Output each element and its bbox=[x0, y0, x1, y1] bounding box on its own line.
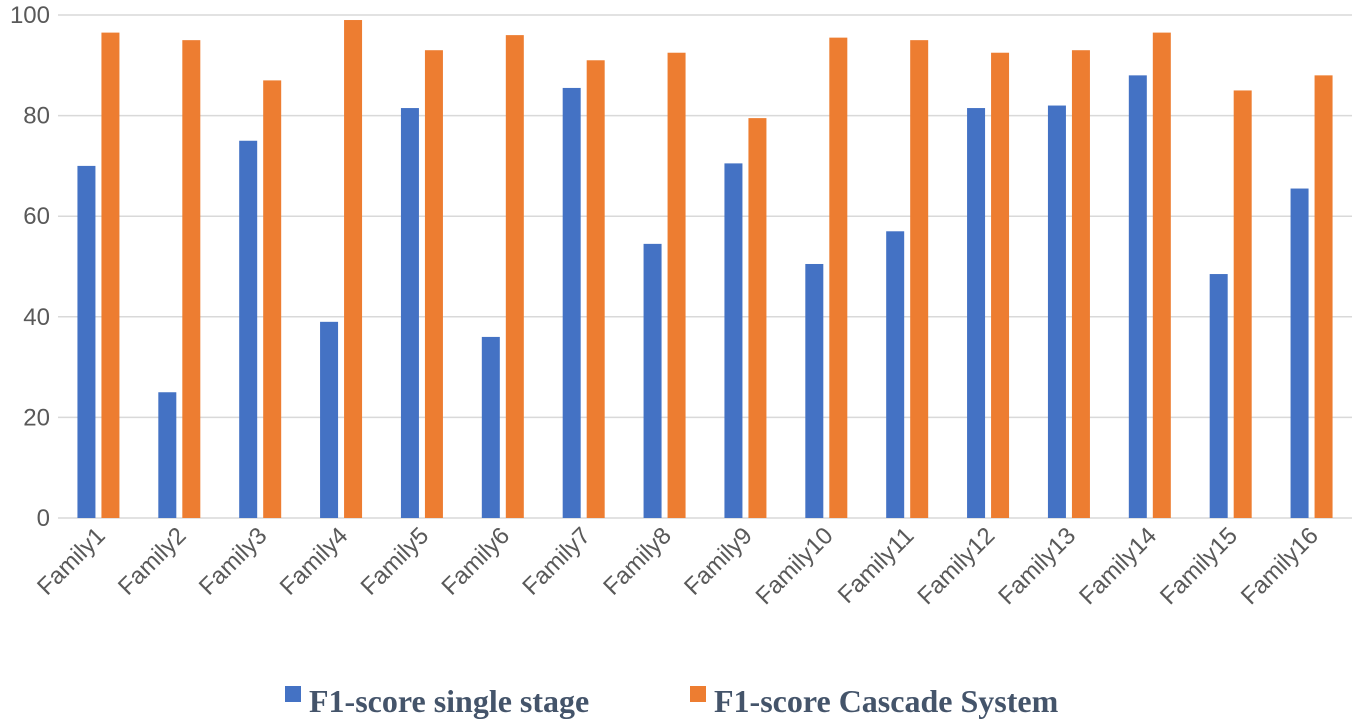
bar-cascade-system bbox=[586, 60, 605, 519]
bar-single-stage bbox=[562, 87, 581, 518]
bar-cascade-system bbox=[991, 52, 1010, 518]
x-category-label: Family8 bbox=[598, 522, 676, 600]
bar-single-stage bbox=[643, 243, 662, 519]
bar-single-stage bbox=[481, 336, 500, 518]
bar-cascade-system bbox=[424, 50, 443, 519]
legend-item: F1-score Cascade System bbox=[690, 683, 1059, 719]
x-category-label: Family2 bbox=[113, 522, 191, 600]
x-category-label: Family13 bbox=[993, 522, 1081, 610]
y-tick-label: 20 bbox=[23, 404, 50, 431]
bar-single-stage bbox=[967, 108, 986, 519]
y-tick-label: 80 bbox=[23, 103, 50, 130]
bar-single-stage bbox=[77, 165, 96, 518]
bar-cascade-system bbox=[1233, 90, 1252, 518]
bar-cascade-system bbox=[1071, 50, 1090, 519]
x-category-label: Family3 bbox=[194, 522, 272, 600]
x-category-label: Family1 bbox=[32, 522, 110, 600]
legend-swatch bbox=[285, 686, 301, 702]
legend-item: F1-score single stage bbox=[285, 683, 589, 719]
bar-cascade-system bbox=[263, 80, 282, 518]
bar-cascade-system bbox=[829, 37, 848, 518]
x-category-label: Family9 bbox=[679, 522, 757, 600]
y-tick-label: 60 bbox=[23, 203, 50, 230]
bar-cascade-system bbox=[748, 118, 767, 519]
x-category-label: Family15 bbox=[1155, 522, 1243, 610]
y-axis-tick-labels: 0 20 40 60 80 100 bbox=[10, 2, 50, 532]
x-category-label: Family10 bbox=[751, 522, 839, 610]
bar-single-stage bbox=[1290, 188, 1309, 518]
legend-label: F1-score single stage bbox=[309, 683, 589, 719]
legend-label: F1-score Cascade System bbox=[714, 683, 1059, 719]
legend-swatch bbox=[690, 686, 706, 702]
x-category-label: Family16 bbox=[1236, 522, 1324, 610]
bar-single-stage bbox=[239, 140, 258, 518]
x-category-label: Family14 bbox=[1074, 522, 1162, 610]
bar-cascade-system bbox=[1314, 75, 1333, 519]
x-category-label: Family5 bbox=[356, 522, 434, 600]
bar-single-stage bbox=[158, 392, 177, 518]
y-tick-label: 0 bbox=[37, 505, 50, 532]
bar-cascade-system bbox=[910, 40, 929, 519]
bar-cascade-system bbox=[344, 20, 363, 519]
bar-cascade-system bbox=[101, 32, 120, 518]
y-tick-label: 40 bbox=[23, 304, 50, 331]
bar-single-stage bbox=[400, 108, 419, 519]
x-category-label: Family4 bbox=[275, 522, 353, 600]
x-category-label: Family11 bbox=[833, 522, 920, 609]
bar-single-stage bbox=[320, 321, 339, 518]
legend: F1-score single stage F1-score Cascade Sy… bbox=[285, 683, 1059, 719]
bar-cascade-system bbox=[505, 35, 524, 519]
bar-single-stage bbox=[886, 231, 905, 519]
bar-cascade-system bbox=[182, 40, 201, 519]
y-tick-label: 100 bbox=[10, 2, 50, 29]
bar-cascade-system bbox=[1152, 32, 1171, 518]
bar-single-stage bbox=[1209, 274, 1228, 518]
x-category-label: Family6 bbox=[437, 522, 515, 600]
bar-single-stage bbox=[805, 263, 824, 518]
x-category-label: Family7 bbox=[517, 522, 595, 600]
bar-single-stage bbox=[1128, 75, 1147, 519]
x-axis-category-labels: Family1 Family2 Family3 Family4 Family5 Famil… bbox=[32, 522, 1324, 610]
bar-cascade-system bbox=[667, 52, 686, 518]
bar-single-stage bbox=[724, 163, 743, 518]
bars bbox=[77, 20, 1333, 519]
x-category-label: Family12 bbox=[912, 522, 1000, 610]
bar-single-stage bbox=[1047, 105, 1066, 518]
